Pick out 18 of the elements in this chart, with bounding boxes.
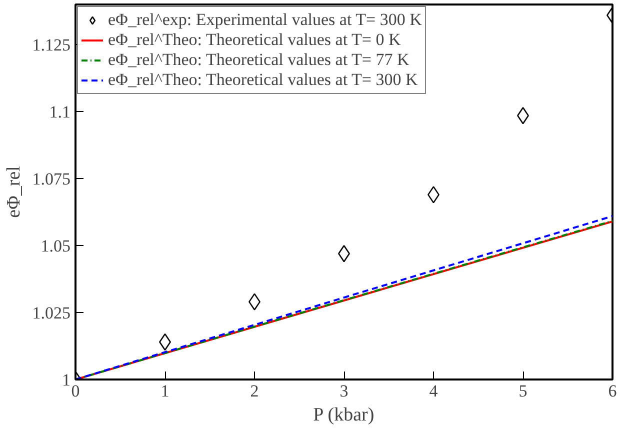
y-tick-label: 1.05	[40, 236, 70, 256]
legend-label: eΦ_rel^Theo: Theoretical values at T= 300 K	[108, 70, 418, 90]
x-tick-label: 3	[340, 382, 348, 400]
x-tick-label: 4	[429, 382, 438, 400]
x-tick-label: 2	[250, 382, 259, 400]
y-tick-label: 1.025	[32, 304, 70, 323]
x-tick-label: 0	[71, 382, 80, 400]
legend-label: eΦ_rel^exp: Experimental values at T= 300 K	[108, 10, 422, 30]
x-tick-label: 6	[608, 382, 617, 400]
y-tick-label: 1.125	[32, 36, 70, 55]
x-tick-label: 5	[518, 382, 528, 400]
legend-label: eΦ_rel^Theo: Theoretical values at T= 77 K	[108, 50, 410, 70]
y-axis-title: eΦ_rel	[3, 166, 24, 218]
x-tick-label: 1	[160, 382, 170, 400]
y-tick-label: 1.075	[32, 170, 70, 189]
x-axis-title: P (kbar)	[313, 404, 374, 426]
y-tick-label: 1.1	[49, 102, 70, 122]
legend-label: eΦ_rel^Theo: Theoretical values at T= 0 K	[108, 30, 401, 50]
